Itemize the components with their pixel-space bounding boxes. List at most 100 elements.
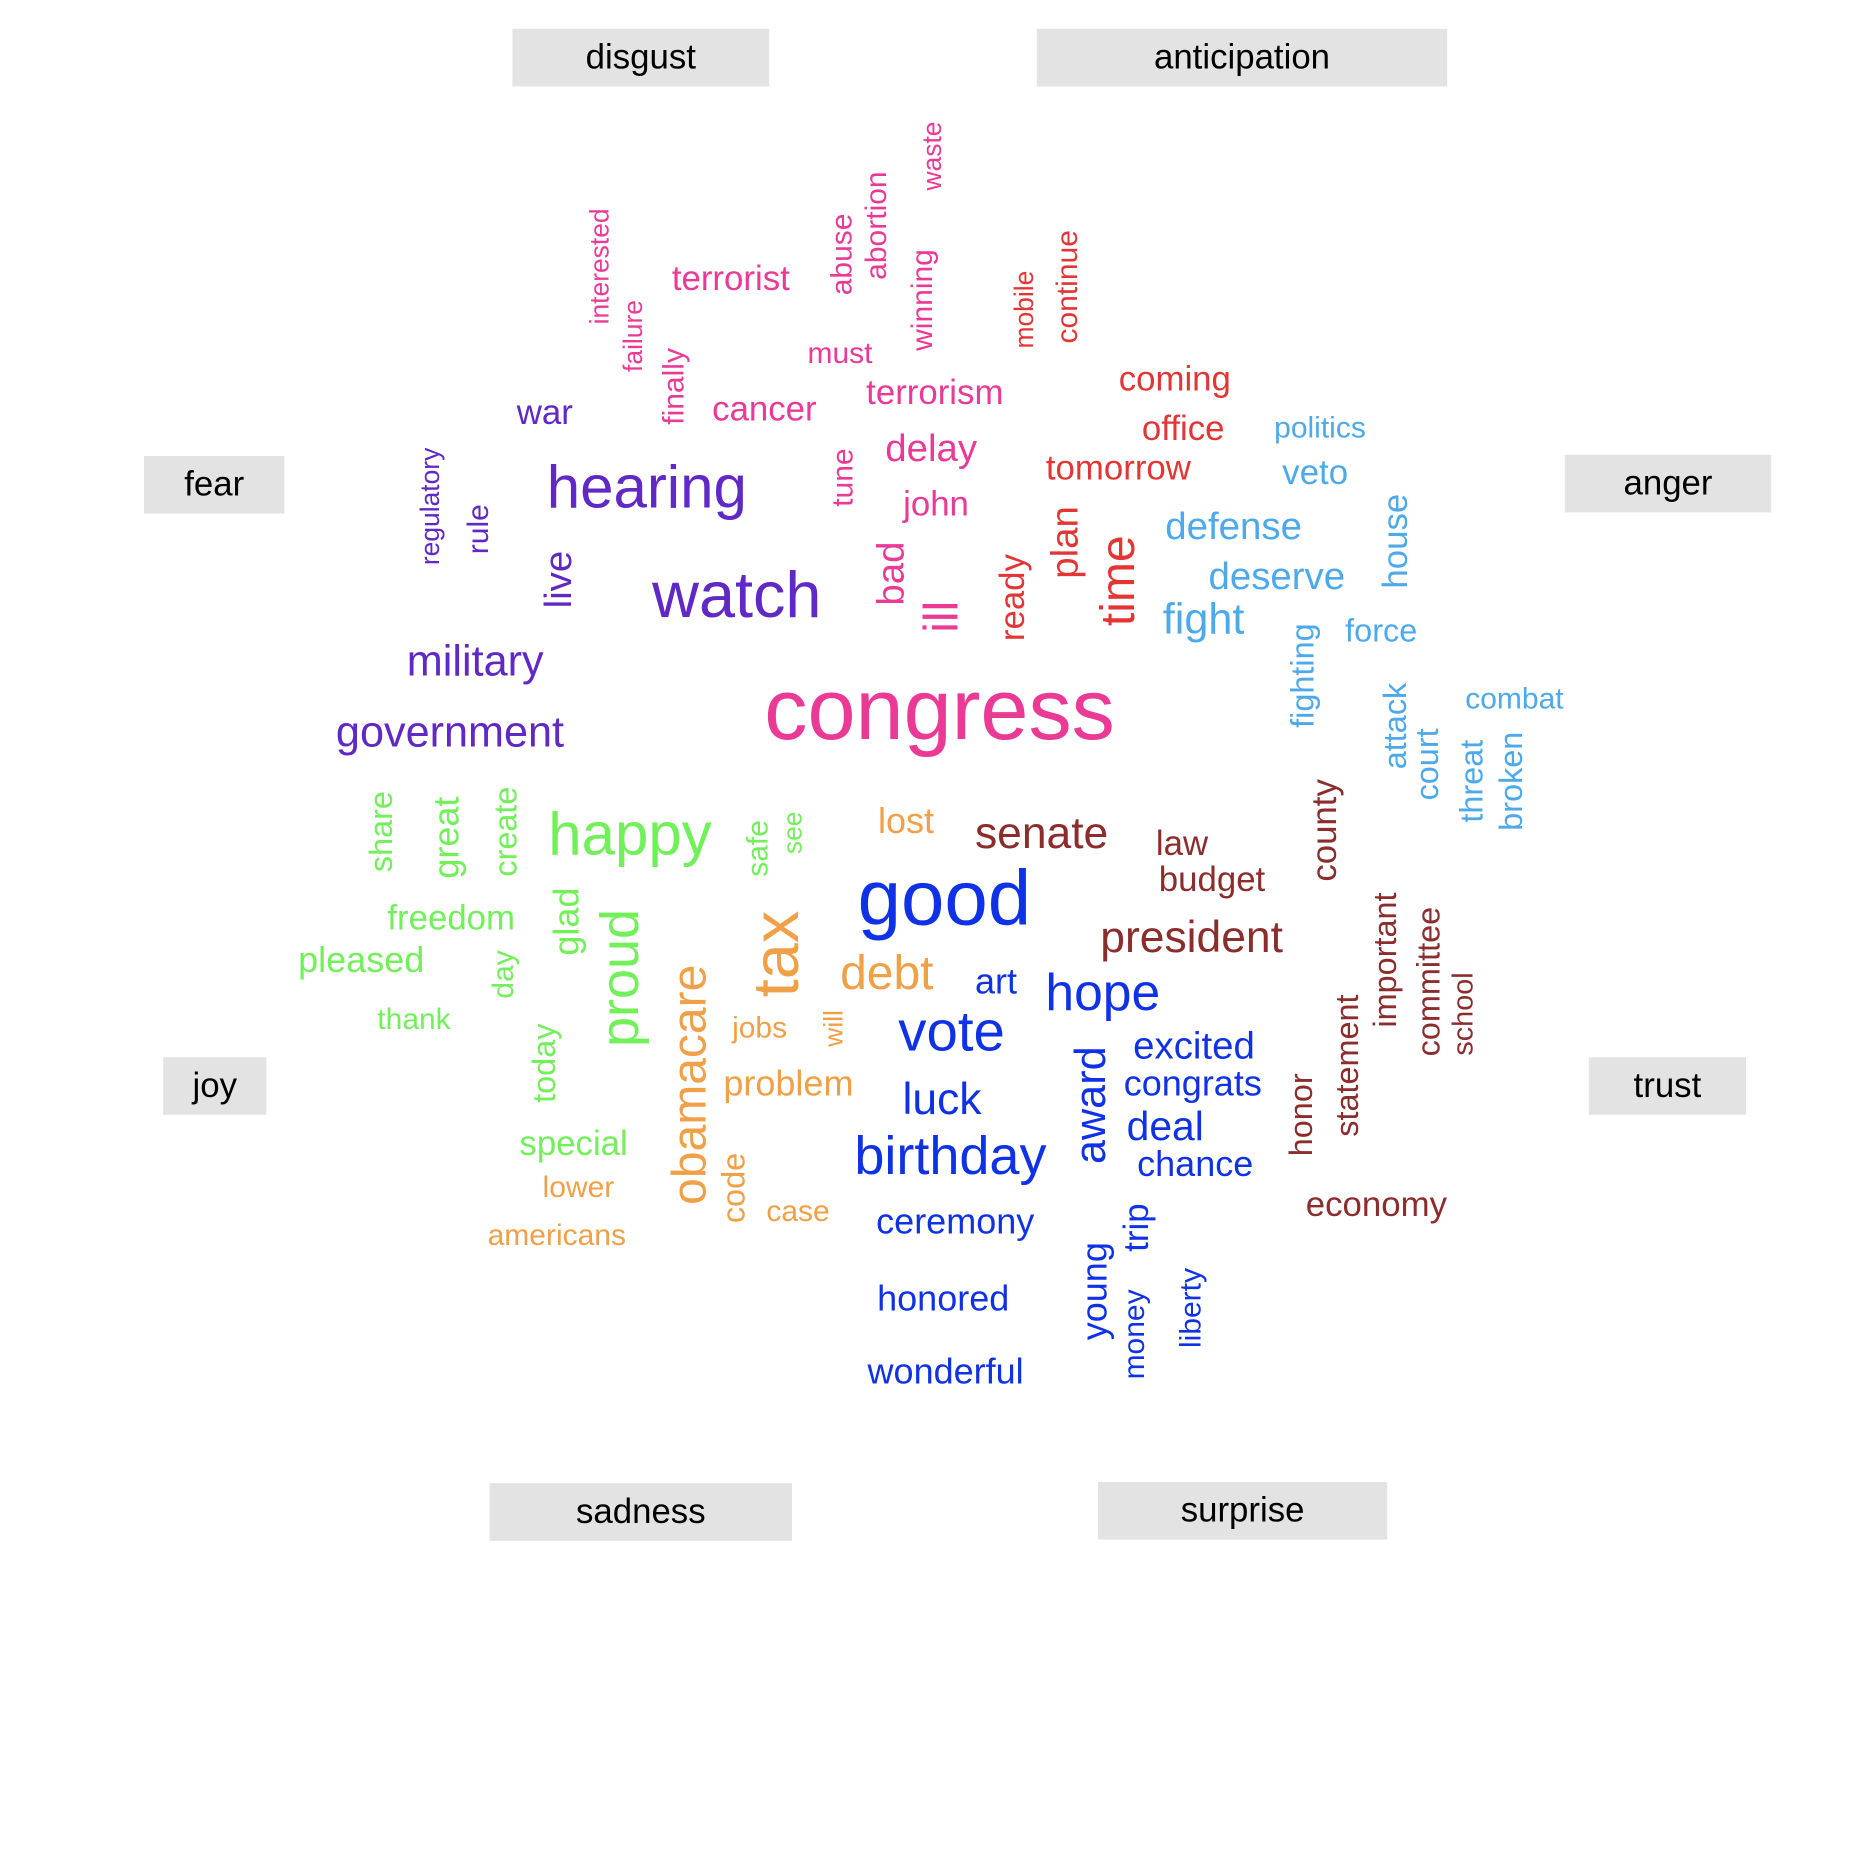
word-tune: tune <box>826 448 860 507</box>
word-important: important <box>1367 892 1404 1028</box>
word-vote: vote <box>898 999 1005 1063</box>
word-award: award <box>1065 1046 1115 1165</box>
word-americans: americans <box>487 1218 626 1253</box>
word-luck: luck <box>902 1074 982 1124</box>
word-birthday: birthday <box>854 1125 1047 1187</box>
word-combat: combat <box>1465 682 1564 716</box>
word-rule: rule <box>461 504 496 555</box>
word-share: share <box>363 791 400 873</box>
word-deal: deal <box>1126 1104 1204 1150</box>
word-delay: delay <box>885 426 978 470</box>
word-code: code <box>715 1152 752 1224</box>
word-regulatory: regulatory <box>415 447 446 566</box>
word-president: president <box>1100 912 1283 962</box>
word-finally: finally <box>657 348 691 425</box>
word-glad: glad <box>547 887 587 956</box>
word-congrats: congrats <box>1123 1064 1262 1104</box>
word-abortion: abortion <box>859 171 894 280</box>
word-great: great <box>427 796 467 879</box>
word-see: see <box>777 811 808 855</box>
word-failure: failure <box>618 300 648 372</box>
word-force: force <box>1345 612 1418 649</box>
word-lost: lost <box>877 801 935 842</box>
word-war: war <box>516 394 573 433</box>
word-terrorist: terrorist <box>671 259 790 299</box>
word-debt: debt <box>840 946 934 1000</box>
word-excited: excited <box>1133 1023 1255 1067</box>
word-abuse: abuse <box>825 213 859 296</box>
word-economy: economy <box>1305 1186 1448 1225</box>
word-tax: tax <box>740 910 813 998</box>
label-anticipation: anticipation <box>1036 28 1448 87</box>
word-military: military <box>406 636 544 686</box>
word-deserve: deserve <box>1208 554 1346 598</box>
word-attack: attack <box>1377 682 1413 770</box>
word-lower: lower <box>542 1170 615 1205</box>
word-politics: politics <box>1274 411 1366 445</box>
word-house: house <box>1377 493 1416 589</box>
word-honored: honored <box>877 1279 1010 1319</box>
word-congress: congress <box>764 662 1115 759</box>
word-art: art <box>974 962 1018 1003</box>
word-good: good <box>857 853 1032 942</box>
word-obamacare: obamacare <box>663 964 717 1205</box>
word-liberty: liberty <box>1174 1267 1208 1349</box>
word-hope: hope <box>1045 964 1161 1022</box>
word-ill: ill <box>915 600 969 633</box>
word-interested: interested <box>584 208 615 325</box>
word-today: today <box>526 1023 563 1103</box>
word-day: day <box>486 950 521 999</box>
word-case: case <box>766 1194 830 1229</box>
word-bad: bad <box>868 541 913 606</box>
label-joy: joy <box>163 1057 267 1115</box>
label-trust: trust <box>1588 1057 1747 1115</box>
word-fight: fight <box>1162 594 1245 644</box>
word-office: office <box>1141 409 1225 449</box>
word-government: government <box>335 706 565 756</box>
word-safe: safe <box>741 820 775 877</box>
word-young: young <box>1075 1242 1115 1341</box>
word-freedom: freedom <box>387 899 516 938</box>
word-john: john <box>903 485 969 524</box>
word-law: law <box>1155 825 1209 864</box>
word-terrorism: terrorism <box>866 373 1004 413</box>
word-jobs: jobs <box>732 1011 788 1045</box>
word-hearing: hearing <box>546 453 747 521</box>
label-surprise: surprise <box>1098 1482 1388 1540</box>
word-ready: ready <box>994 554 1033 642</box>
word-budget: budget <box>1158 861 1266 900</box>
word-happy: happy <box>548 800 712 868</box>
word-county: county <box>1306 779 1345 882</box>
word-coming: coming <box>1118 360 1231 400</box>
word-waste: waste <box>916 121 947 191</box>
word-statement: statement <box>1329 994 1365 1137</box>
word-threat: threat <box>1453 739 1490 823</box>
word-veto: veto <box>1282 454 1349 493</box>
word-will: will <box>818 1010 849 1047</box>
word-plan: plan <box>1042 506 1086 579</box>
word-must: must <box>807 336 873 371</box>
word-continue: continue <box>1050 230 1085 344</box>
word-school: school <box>1447 972 1480 1056</box>
word-broken: broken <box>1493 731 1530 831</box>
word-create: create <box>487 786 524 877</box>
word-proud: proud <box>588 908 650 1048</box>
word-court: court <box>1409 728 1446 801</box>
word-pleased: pleased <box>298 940 425 981</box>
label-fear: fear <box>144 456 285 514</box>
word-tomorrow: tomorrow <box>1045 449 1191 488</box>
word-thank: thank <box>377 1002 451 1037</box>
word-wonderful: wonderful <box>867 1352 1024 1392</box>
word-senate: senate <box>974 808 1109 858</box>
word-defense: defense <box>1165 504 1302 548</box>
word-time: time <box>1092 535 1145 627</box>
word-cancer: cancer <box>712 390 817 430</box>
word-money: money <box>1117 1289 1152 1380</box>
word-live: live <box>536 550 580 609</box>
word-committee: committee <box>1410 906 1447 1057</box>
word-honor: honor <box>1283 1073 1320 1157</box>
label-disgust: disgust <box>512 28 770 87</box>
word-special: special <box>519 1125 628 1164</box>
word-winning: winning <box>905 249 940 351</box>
